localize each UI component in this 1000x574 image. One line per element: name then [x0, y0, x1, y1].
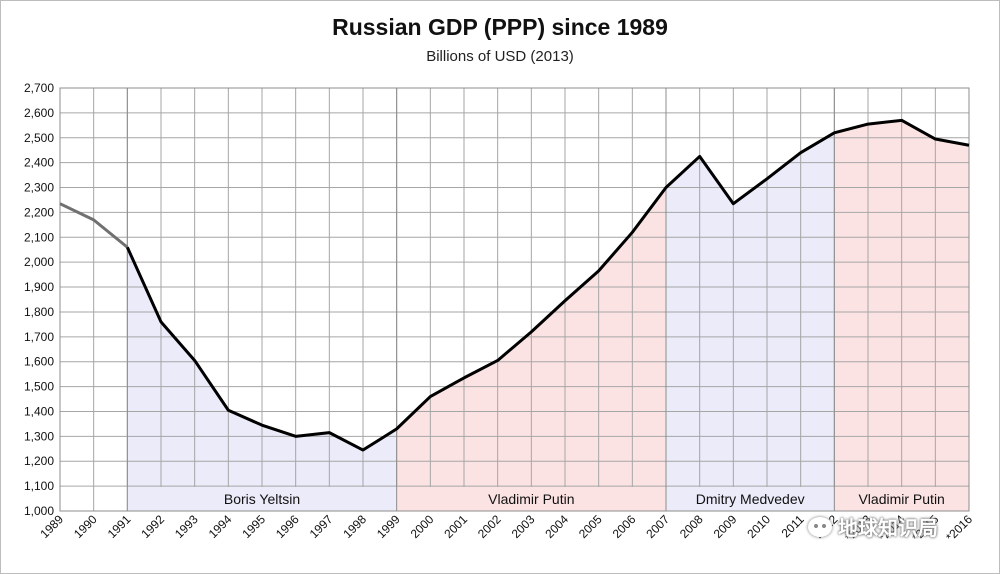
y-tick-label: 2,400 — [24, 156, 54, 170]
era-band-2 — [666, 487, 835, 511]
x-tick-label: 1991 — [105, 512, 134, 541]
y-tick-label: 1,800 — [24, 305, 54, 319]
y-tick-label: 1,200 — [24, 454, 54, 468]
y-tick-label: 1,400 — [24, 404, 54, 418]
x-tick-label: 2006 — [610, 512, 639, 541]
era-band-3 — [834, 487, 969, 511]
chart-subtitle: Billions of USD (2013) — [426, 48, 574, 65]
x-tick-label: 2003 — [509, 512, 538, 541]
x-tick-label: 2011 — [779, 512, 807, 540]
y-tick-label: 1,600 — [24, 355, 54, 369]
y-tick-label: 2,600 — [24, 106, 54, 120]
y-tick-label: 1,100 — [24, 479, 54, 493]
x-tick-label: *2016 — [943, 512, 975, 544]
x-tick-label: 1998 — [340, 512, 369, 541]
watermark: 地球知识局 — [808, 512, 938, 541]
gdp-line-pre-1991 — [59, 202, 129, 249]
x-tick-label: 1995 — [239, 512, 268, 541]
y-tick-label: 2,100 — [24, 230, 54, 244]
y-tick-label: 1,500 — [24, 380, 54, 394]
y-tick-label: 2,200 — [24, 205, 54, 219]
x-tick-label: 2000 — [408, 512, 437, 541]
x-tick-label: 1994 — [206, 512, 235, 541]
y-tick-label: 1,700 — [24, 330, 54, 344]
y-tick-label: 1,300 — [24, 429, 54, 443]
y-tick-label: 2,700 — [24, 81, 54, 95]
plot-area-border — [59, 87, 970, 512]
watermark-text: 地球知识局 — [838, 518, 938, 540]
era-label-2: Dmitry Medvedev — [696, 491, 805, 507]
era-area-2 — [666, 132, 835, 511]
y-tick-label: 2,300 — [24, 181, 54, 195]
era-label-3: Vladimir Putin — [858, 491, 944, 507]
x-tick-label: 1999 — [374, 512, 403, 541]
era-band-1 — [396, 487, 666, 511]
wechat-icon — [808, 516, 832, 537]
x-tick-label: 2008 — [677, 512, 706, 541]
x-tick-label: 2004 — [542, 512, 571, 541]
x-tick-label: 2005 — [576, 512, 605, 541]
gdp-line — [125, 118, 970, 452]
y-tick-label: 1,000 — [24, 504, 54, 518]
x-tick-label: 1990 — [71, 512, 100, 541]
era-label-1: Vladimir Putin — [488, 491, 574, 507]
x-tick-label: 1993 — [172, 512, 201, 541]
x-tick-label: 2010 — [744, 512, 773, 541]
y-tick-label: 1,900 — [24, 280, 54, 294]
x-tick-label: 1992 — [138, 512, 167, 541]
x-tick-label: 2002 — [475, 512, 504, 541]
era-label-0: Boris Yeltsin — [224, 491, 300, 507]
y-tick-label: 2,500 — [24, 131, 54, 145]
x-tick-label: 1997 — [307, 512, 336, 541]
chart-title: Russian GDP (PPP) since 1989 — [332, 14, 668, 40]
x-tick-label: 1996 — [273, 512, 302, 541]
era-band-0 — [127, 487, 397, 511]
y-tick-label: 2,000 — [24, 255, 54, 269]
x-tick-label: 2009 — [711, 512, 740, 541]
x-tick-label: 2007 — [643, 512, 672, 541]
x-tick-label: 2001 — [441, 512, 470, 541]
